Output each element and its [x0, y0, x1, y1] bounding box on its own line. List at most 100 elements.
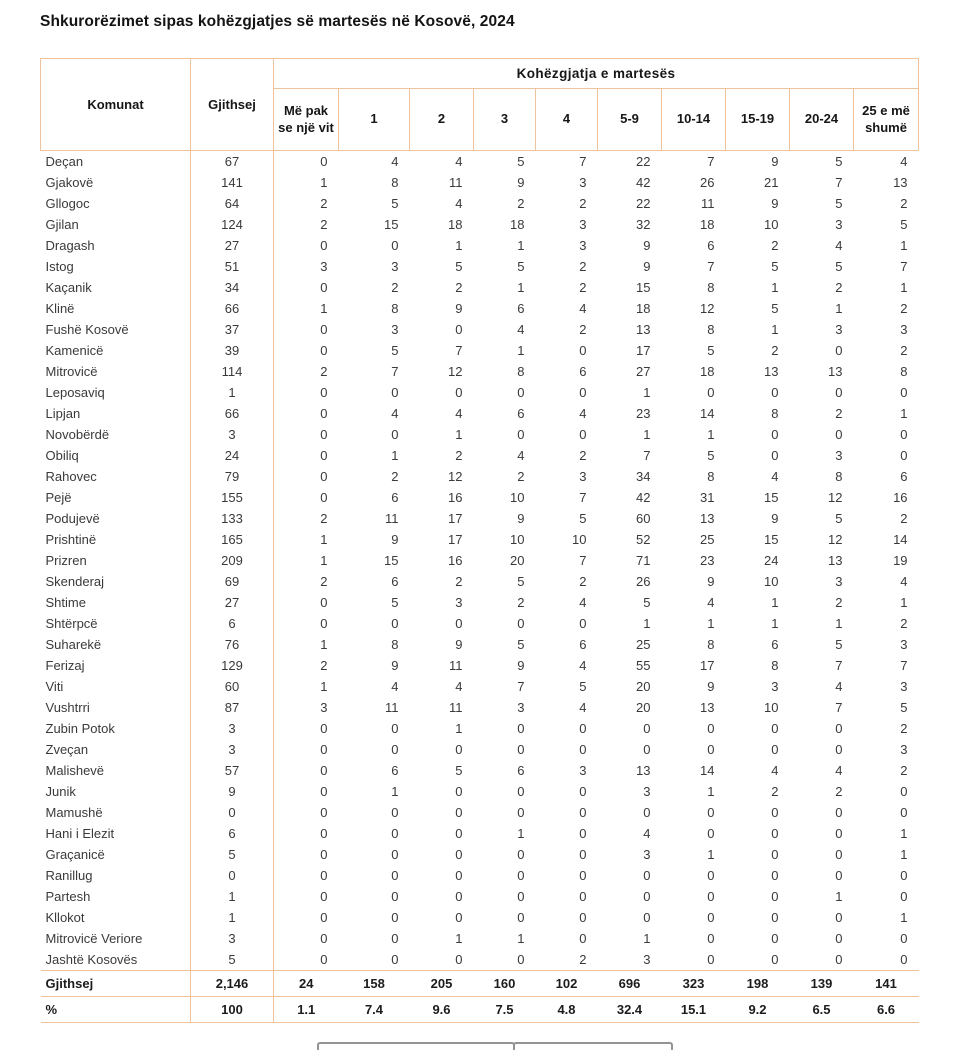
value-cell: 2 [579, 952, 587, 967]
column-header-duration-2: 2 [409, 88, 474, 151]
value-cell: 3 [391, 322, 399, 337]
value-cell: 2 [900, 196, 908, 211]
value-cell: 3 [517, 700, 525, 715]
divorce-duration-table: Komunat Gjithsej Kohëzgjatja e martesës … [40, 58, 920, 1023]
value-cell: 0 [579, 616, 587, 631]
value-cell: 13 [893, 175, 908, 190]
value-cell: 55 [636, 658, 651, 673]
value-cell: 0 [320, 448, 328, 463]
value-cell: 5 [391, 595, 399, 610]
value-cell: 0 [900, 784, 908, 799]
value-cell: 4 [579, 658, 587, 673]
value-cell: 12 [828, 490, 843, 505]
value-cell: 1 [900, 238, 908, 253]
value-cell: 9 [707, 679, 715, 694]
table-row: Graçanicë 5 0 0 0 0 0 3 1 0 0 1 [40, 844, 919, 865]
value-cell: 18 [448, 217, 463, 232]
value-cell: 1 [835, 889, 843, 904]
table-row: Fushë Kosovë 37 0 3 0 4 2 13 8 1 3 3 [40, 319, 919, 340]
column-header-duration-8: 20-24 [789, 88, 854, 151]
value-cell: 0 [391, 742, 399, 757]
value-cell: 10 [764, 700, 779, 715]
value-cell: 4 [455, 679, 463, 694]
value-cell: 7 [455, 343, 463, 358]
value-cell: 0 [455, 385, 463, 400]
municipality-name: Prizren [40, 550, 191, 571]
value-cell: 3 [835, 217, 843, 232]
table-row: Ferizaj 129 2 9 11 9 4 55 17 8 7 7 [40, 655, 919, 676]
value-cell: 0 [643, 889, 651, 904]
group-header-row: Komunat Gjithsej Kohëzgjatja e martesës [40, 58, 920, 151]
value-cell: 4 [643, 826, 651, 841]
table-row: Kamenicë 39 0 5 7 1 0 17 5 2 0 2 [40, 340, 919, 361]
value-cell: 2 [835, 280, 843, 295]
value-cell: 7 [517, 679, 525, 694]
value-cell: 11 [449, 658, 463, 673]
municipality-name: Kaçanik [40, 277, 191, 298]
value-cell: 0 [835, 721, 843, 736]
value-cell: 0 [455, 616, 463, 631]
value-cell: 6 [900, 469, 908, 484]
value-cell: 34 [636, 469, 651, 484]
table-row: Mitrovicë 114 2 7 12 8 6 27 18 13 13 8 [40, 361, 919, 382]
value-cell: 2 [900, 616, 908, 631]
value-cell: 0 [579, 868, 587, 883]
value-cell: 0 [835, 847, 843, 862]
value-cell: 0 [900, 448, 908, 463]
municipality-name: Skenderaj [40, 571, 191, 592]
value-cell: 0 [320, 931, 328, 946]
table-row: Novobërdë 3 0 0 1 0 0 1 1 0 0 0 [40, 424, 919, 445]
value-cell: 26 [700, 175, 715, 190]
value-cell: 0 [835, 952, 843, 967]
value-cell: 42 [636, 490, 651, 505]
value-cell: 2 [320, 658, 328, 673]
value-cell: 2 [579, 574, 587, 589]
value-cell: 0 [455, 868, 463, 883]
value-cell: 696 [597, 970, 662, 997]
value-cell: 0 [391, 826, 399, 841]
value-cell: 5 [771, 259, 779, 274]
value-cell: 17 [448, 532, 463, 547]
value-cell: 0 [391, 427, 399, 442]
value-cell: 25 [636, 637, 651, 652]
value-cell: 9 [391, 532, 399, 547]
value-cell: 0 [771, 910, 779, 925]
value-cell: 0 [579, 931, 587, 946]
value-cell: 5 [835, 154, 843, 169]
total-cell: 1 [190, 382, 274, 403]
value-cell: 5 [835, 637, 843, 652]
value-cell: 0 [517, 847, 525, 862]
value-cell: 1 [900, 280, 908, 295]
value-cell: 9 [517, 175, 525, 190]
value-cell: 0 [517, 784, 525, 799]
value-cell: 0 [707, 385, 715, 400]
municipality-name: Klinë [40, 298, 191, 319]
value-cell: 1 [320, 553, 328, 568]
value-cell: 5 [900, 700, 908, 715]
total-cell: 6 [190, 823, 274, 844]
value-cell: 0 [320, 343, 328, 358]
total-cell: 1 [190, 907, 274, 928]
value-cell: 323 [661, 970, 726, 997]
value-cell: 0 [455, 742, 463, 757]
column-header-gjithsej: Gjithsej [190, 58, 274, 151]
value-cell: 4 [900, 154, 908, 169]
value-cell: 4 [835, 238, 843, 253]
value-cell: 6 [517, 301, 525, 316]
value-cell: 9.6 [409, 996, 474, 1023]
value-cell: 2 [835, 784, 843, 799]
value-cell: 0 [835, 385, 843, 400]
value-cell: 1 [643, 616, 651, 631]
value-cell: 8 [391, 637, 399, 652]
value-cell: 11 [385, 511, 399, 526]
value-cell: 4 [707, 595, 715, 610]
value-cell: 0 [455, 322, 463, 337]
value-cell: 23 [700, 553, 715, 568]
value-cell: 3 [320, 700, 328, 715]
value-cell: 5 [707, 343, 715, 358]
value-cell: 0 [517, 868, 525, 883]
value-cell: 139 [789, 970, 854, 997]
value-cell: 1 [320, 679, 328, 694]
value-cell: 0 [517, 952, 525, 967]
